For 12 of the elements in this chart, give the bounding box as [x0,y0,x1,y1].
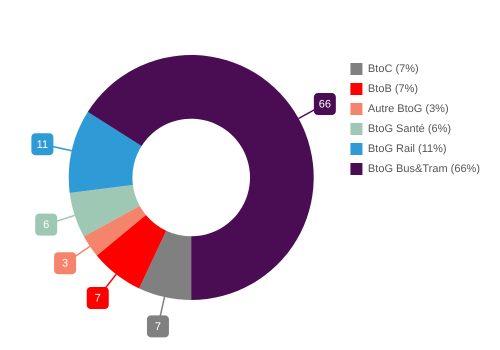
legend-label: BtoG Rail (11%) [368,143,447,156]
data-label: 11 [36,138,48,151]
legend-label: Autre BtoG (3%) [368,103,449,116]
legend-label: BtoB (7%) [368,83,418,96]
data-label: 3 [62,258,68,270]
legend-label: BtoG Bus&Tram (66%) [368,163,480,176]
data-label: 7 [154,320,162,333]
data-label: 6 [43,219,50,232]
legend-label: BtoG Santé (6%) [368,123,452,136]
data-label: 7 [94,292,101,305]
legend-label: BtoC (7%) [368,63,419,76]
data-label: 66 [318,98,331,111]
